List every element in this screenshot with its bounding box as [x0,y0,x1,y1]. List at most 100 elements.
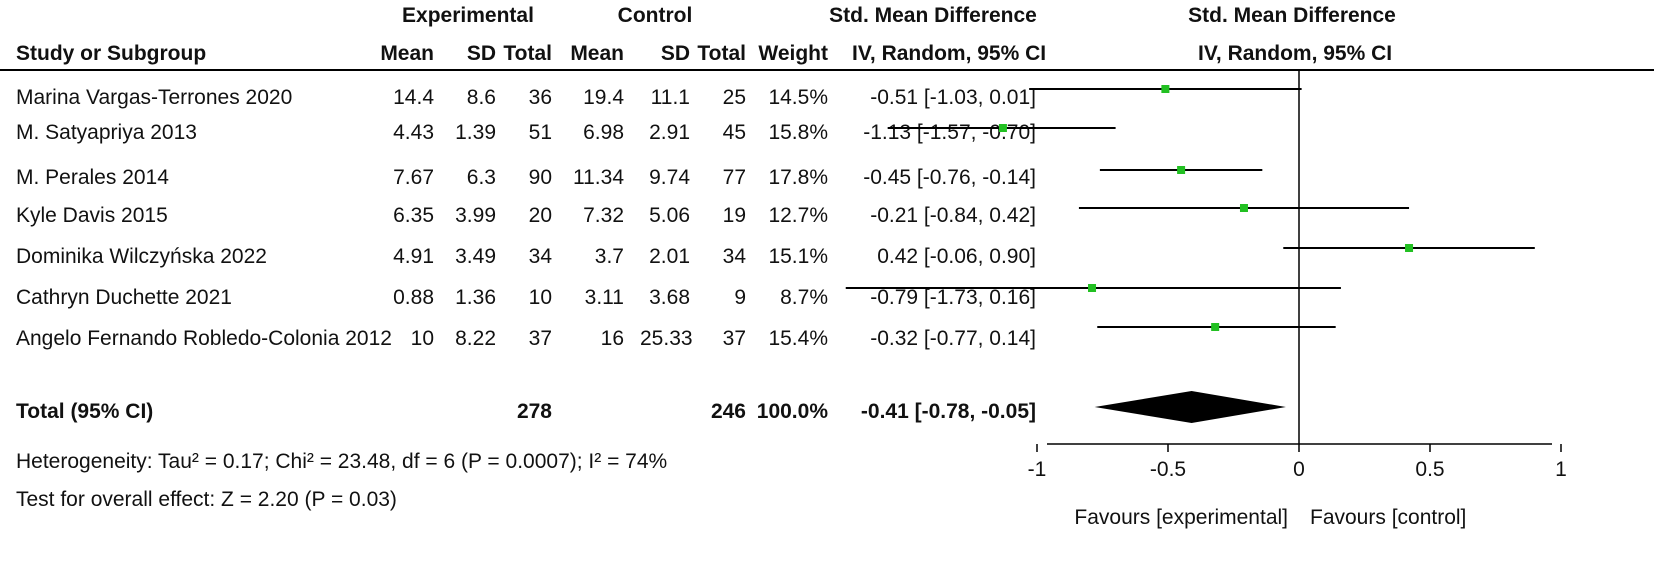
total-e: 10 [528,286,552,309]
weight: 17.8% [768,166,828,189]
weight: 15.8% [768,121,828,144]
mean-e: 4.43 [393,121,434,144]
sd-c: 3.68 [649,286,690,309]
total-c: 34 [722,245,746,268]
ci-value: -1.13 [-1.57, -0.70] [863,121,1036,144]
total-ci: -0.41 [-0.78, -0.05] [860,400,1036,423]
weight-header: Weight [758,42,828,65]
sd-e-header: SD [466,42,496,65]
weight: 12.7% [768,204,828,227]
ci-value: -0.51 [-1.03, 0.01] [870,86,1036,109]
effect-marker [1088,284,1097,292]
mean-e: 0.88 [393,286,434,309]
total-c: 37 [722,327,746,350]
total-e: 36 [528,86,552,109]
sd-e: 1.36 [455,286,496,309]
sd-c: 11.1 [650,86,690,109]
mean-c: 3.7 [594,245,624,268]
total-c-header: Total [697,42,746,65]
sd-c: 5.06 [649,204,690,227]
mean-c: 7.32 [583,204,624,227]
summary-diamond [1094,391,1286,423]
total-c: 19 [722,204,746,227]
control-group-header: Control [617,4,693,27]
mean-c: 16 [600,327,624,350]
mean-e-header: Mean [380,42,434,65]
total-c: 25 [722,86,746,109]
x-tick-label: 0 [1293,458,1305,481]
total-c: 9 [734,286,746,309]
sd-e: 8.6 [466,86,496,109]
study-name: Angelo Fernando Robledo-Colonia 2012 [16,327,392,350]
study-name: M. Perales 2014 [16,166,169,189]
study-name: Cathryn Duchette 2021 [16,286,232,309]
experimental-group-header: Experimental [402,4,534,27]
total-e: 34 [528,245,552,268]
x-tick-label: -1 [1028,458,1047,481]
study-name: Dominika Wilczyńska 2022 [16,245,267,268]
smd-plot-header: Std. Mean Difference [1188,4,1396,27]
total-e: 20 [528,204,552,227]
ci-value: -0.45 [-0.76, -0.14] [863,166,1036,189]
mean-c: 6.98 [583,121,624,144]
x-tick-label: -0.5 [1150,458,1186,481]
effect-marker [1161,85,1170,93]
weight: 15.1% [768,245,828,268]
sd-e: 8.22 [455,327,496,350]
ci-value: -0.32 [-0.77, 0.14] [870,327,1036,350]
mean-e: 4.91 [393,245,434,268]
study-name: M. Satyapriya 2013 [16,121,197,144]
mean-c: 3.11 [584,286,624,309]
effect-marker [1211,323,1220,331]
ci-value: 0.42 [-0.06, 0.90] [877,245,1036,268]
ci-value: -0.79 [-1.73, 0.16] [870,286,1036,309]
x-tick-label: 0.5 [1415,458,1444,481]
effect-marker [998,124,1007,132]
total-c-sum: 246 [710,400,746,423]
smd-column-header: Std. Mean Difference [829,4,1037,27]
mean-c: 11.34 [573,166,624,189]
total-e: 51 [528,121,552,144]
total-label: Total (95% CI) [16,400,154,423]
effect-marker [1405,244,1414,252]
study-name: Kyle Davis 2015 [16,204,168,227]
total-e-header: Total [503,42,552,65]
sd-c: 9.74 [649,166,690,189]
heterogeneity-text: Heterogeneity: Tau² = 0.17; Chi² = 23.48… [16,450,668,473]
sd-c: 25.33 [640,327,693,350]
mean-e: 14.4 [393,86,434,109]
x-tick-label: 1 [1555,458,1567,481]
sd-c: 2.91 [649,121,690,144]
overall-effect-text: Test for overall effect: Z = 2.20 (P = 0… [16,488,397,511]
sd-e: 3.99 [455,204,496,227]
total-e-sum: 278 [516,400,552,423]
mean-c-header: Mean [570,42,624,65]
total-weight: 100.0% [756,400,828,423]
effect-marker [1177,166,1186,174]
mean-e: 7.67 [393,166,434,189]
favours-experimental-label: Favours [experimental] [1074,506,1288,529]
total-c: 77 [722,166,746,189]
total-c: 45 [722,121,746,144]
sd-e: 1.39 [455,121,496,144]
ci-plot-header: IV, Random, 95% CI [1198,42,1393,65]
sd-e: 3.49 [455,245,496,268]
effect-marker [1239,204,1248,212]
ci-value: -0.21 [-0.84, 0.42] [870,204,1036,227]
sd-c: 2.01 [649,245,690,268]
ci-header: IV, Random, 95% CI [852,42,1047,65]
total-e: 37 [528,327,552,350]
study-column-header: Study or Subgroup [16,42,207,65]
weight: 14.5% [768,86,828,109]
mean-e: 10 [410,327,434,350]
sd-c-header: SD [660,42,690,65]
study-name: Marina Vargas-Terrones 2020 [16,86,293,109]
mean-c: 19.4 [583,86,624,109]
total-e: 90 [528,166,552,189]
mean-e: 6.35 [393,204,434,227]
sd-e: 6.3 [466,166,496,189]
weight: 8.7% [780,286,828,309]
weight: 15.4% [768,327,828,350]
favours-control-label: Favours [control] [1310,506,1467,529]
